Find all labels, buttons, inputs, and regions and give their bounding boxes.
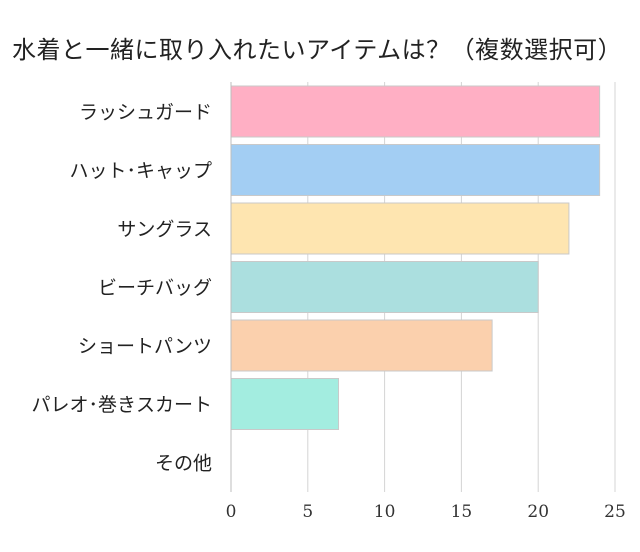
category-label: パレオ･巻きスカート xyxy=(31,394,212,416)
category-label: サングラス xyxy=(117,219,212,241)
bar xyxy=(230,144,601,196)
category-labels: ラッシュガードハット･キャップサングラスビーチバッグショートパンツパレオ･巻きス… xyxy=(31,102,212,475)
x-tick-label: 15 xyxy=(451,502,473,522)
category-label: ショートパンツ xyxy=(78,336,212,358)
bar xyxy=(230,378,340,430)
chart-title: 水着と一緒に取り入れたいアイテムは？（複数選択可） xyxy=(12,36,623,64)
x-tick-label: 20 xyxy=(527,502,549,522)
x-tick-label: 25 xyxy=(604,502,626,522)
bar xyxy=(230,261,539,313)
category-label: その他 xyxy=(155,453,212,475)
x-tick-labels: 0 5 10 15 20 25 xyxy=(226,502,626,522)
bar xyxy=(230,202,570,255)
category-label: ハット･キャップ xyxy=(69,160,212,182)
x-tick-label: 5 xyxy=(302,502,313,522)
x-tick-label: 10 xyxy=(374,502,396,522)
x-tick-label: 0 xyxy=(226,502,237,522)
bars xyxy=(230,85,601,430)
category-label: ビーチバッグ xyxy=(98,277,212,299)
bar xyxy=(230,85,601,138)
category-label: ラッシュガード xyxy=(79,102,212,124)
bar xyxy=(230,319,493,372)
